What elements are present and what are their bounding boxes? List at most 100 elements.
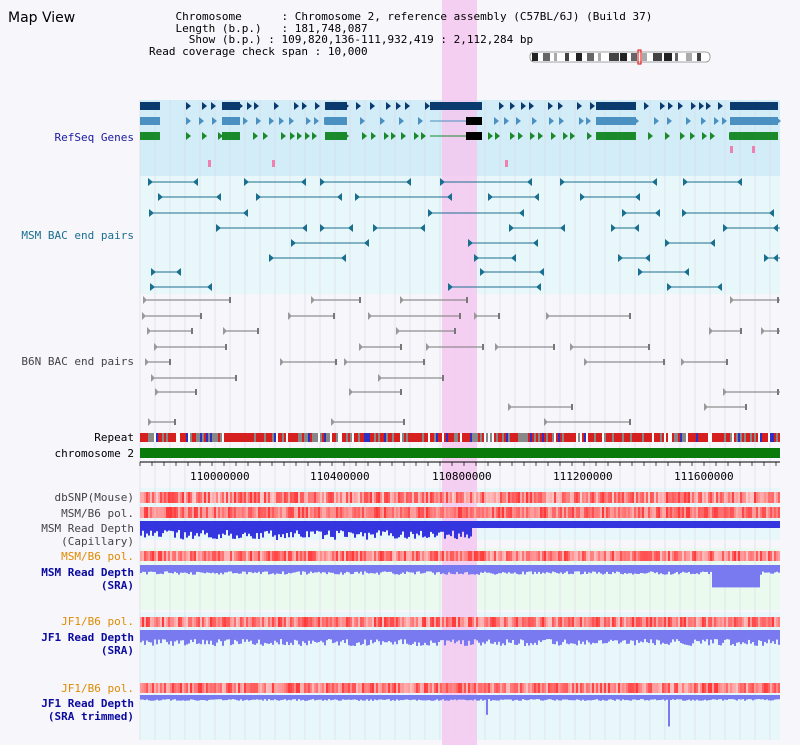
- depth-bar: [372, 630, 374, 644]
- depth-bar: [578, 630, 580, 641]
- pol-segment: [520, 683, 522, 693]
- depth-bar: [376, 695, 378, 701]
- pol-segment: [598, 492, 600, 503]
- pol-segment: [490, 551, 492, 561]
- depth-bar: [308, 565, 310, 574]
- repeat-segment: [270, 433, 272, 442]
- repeat-segment: [310, 433, 312, 442]
- pol-segment: [246, 492, 248, 503]
- pol-segment: [530, 683, 532, 693]
- depth-bar: [182, 565, 184, 573]
- track-label-msm-b6-pol[interactable]: MSM/B6 pol.: [61, 507, 134, 520]
- depth-bar: [650, 565, 652, 572]
- pol-segment: [206, 551, 208, 561]
- depth-bar: [344, 565, 346, 574]
- depth-bar: [702, 521, 704, 528]
- depth-bar: [622, 630, 624, 641]
- depth-bar: [246, 630, 248, 640]
- pol-segment: [214, 551, 216, 561]
- depth-bar: [552, 565, 554, 572]
- depth-bar: [722, 630, 724, 643]
- repeat-segment: [554, 433, 556, 442]
- depth-bar: [234, 565, 236, 574]
- pol-segment: [650, 617, 652, 627]
- bac-end: [244, 178, 249, 186]
- repeat-segment: [592, 433, 594, 442]
- pol-segment: [286, 492, 288, 503]
- pol-segment: [574, 492, 576, 503]
- pol-segment: [198, 617, 200, 627]
- pol-segment: [552, 617, 554, 627]
- depth-bar: [296, 695, 298, 701]
- depth-bar: [538, 565, 540, 572]
- pol-segment: [530, 617, 532, 627]
- pol-segment: [710, 617, 712, 627]
- track-label-repeat[interactable]: Repeat: [94, 431, 134, 444]
- pol-segment: [270, 492, 272, 503]
- track-label-dbsnp[interactable]: dbSNP(Mouse): [54, 491, 134, 504]
- depth-bar: [778, 521, 780, 528]
- pol-segment: [576, 551, 578, 561]
- track-label-jf1-b6-pol-2[interactable]: JF1/B6 pol.: [61, 682, 134, 695]
- repeat-segment: [652, 433, 654, 442]
- track-label-jf1-depth-sra[interactable]: JF1 Read Depth (SRA): [41, 631, 134, 657]
- depth-bar: [184, 565, 186, 573]
- pol-segment: [540, 683, 542, 693]
- track-label-jf1-b6-pol[interactable]: JF1/B6 pol.: [61, 615, 134, 628]
- depth-bar: [316, 630, 318, 643]
- pol-segment: [504, 617, 506, 627]
- depth-bar: [646, 565, 648, 574]
- depth-bar: [630, 630, 632, 641]
- pol-segment: [610, 507, 612, 518]
- pol-segment: [738, 492, 740, 503]
- pol-segment: [178, 507, 180, 518]
- pol-segment: [204, 551, 206, 561]
- repeat-segment: [632, 433, 634, 442]
- depth-bar: [424, 695, 426, 701]
- pol-segment: [592, 683, 594, 693]
- track-label-msm-depth-capillary[interactable]: MSM Read Depth (Capillary): [41, 522, 134, 548]
- pol-segment: [700, 683, 702, 693]
- depth-bar: [302, 521, 304, 538]
- depth-bar: [354, 695, 356, 700]
- pol-segment: [620, 507, 622, 518]
- pol-segment: [714, 683, 716, 693]
- track-label-b6n-bac[interactable]: B6N BAC end pairs: [21, 355, 134, 368]
- depth-bar: [296, 565, 298, 572]
- bac-end: [536, 283, 541, 291]
- pol-segment: [492, 551, 494, 561]
- track-label-refseq-genes[interactable]: RefSeq Genes: [54, 131, 134, 144]
- gene-arrow: [530, 132, 535, 140]
- track-label-msm-depth-sra[interactable]: MSM Read Depth (SRA): [41, 566, 134, 592]
- track-label-msm-b6-pol-2[interactable]: MSM/B6 pol.: [61, 550, 134, 563]
- pol-segment: [746, 551, 748, 561]
- pol-segment: [258, 551, 260, 561]
- repeat-segment: [610, 433, 612, 442]
- repeat-segment: [222, 433, 224, 442]
- repeat-segment: [708, 433, 710, 442]
- pol-segment: [756, 683, 758, 693]
- depth-bar: [298, 565, 300, 572]
- repeat-segment: [546, 433, 548, 442]
- pol-segment: [360, 492, 362, 503]
- repeat-segment: [420, 433, 422, 442]
- depth-bar: [206, 565, 208, 573]
- track-label-msm-bac[interactable]: MSM BAC end pairs: [21, 229, 134, 242]
- repeat-segment: [328, 433, 330, 442]
- pol-segment: [288, 551, 290, 561]
- depth-bar: [712, 695, 714, 700]
- pol-segment: [766, 551, 768, 561]
- repeat-segment: [342, 433, 344, 442]
- track-label-jf1-depth-trimmed[interactable]: JF1 Read Depth (SRA trimmed): [41, 697, 134, 723]
- pol-segment: [654, 551, 656, 561]
- repeat-segment: [392, 433, 394, 442]
- pol-segment: [556, 507, 558, 518]
- depth-bar: [598, 695, 600, 701]
- repeat-segment: [646, 433, 648, 442]
- pol-segment: [166, 507, 168, 518]
- pol-segment: [766, 617, 768, 627]
- pol-segment: [764, 617, 766, 627]
- pol-segment: [660, 683, 662, 693]
- depth-bar: [468, 695, 470, 701]
- depth-bar: [452, 695, 454, 700]
